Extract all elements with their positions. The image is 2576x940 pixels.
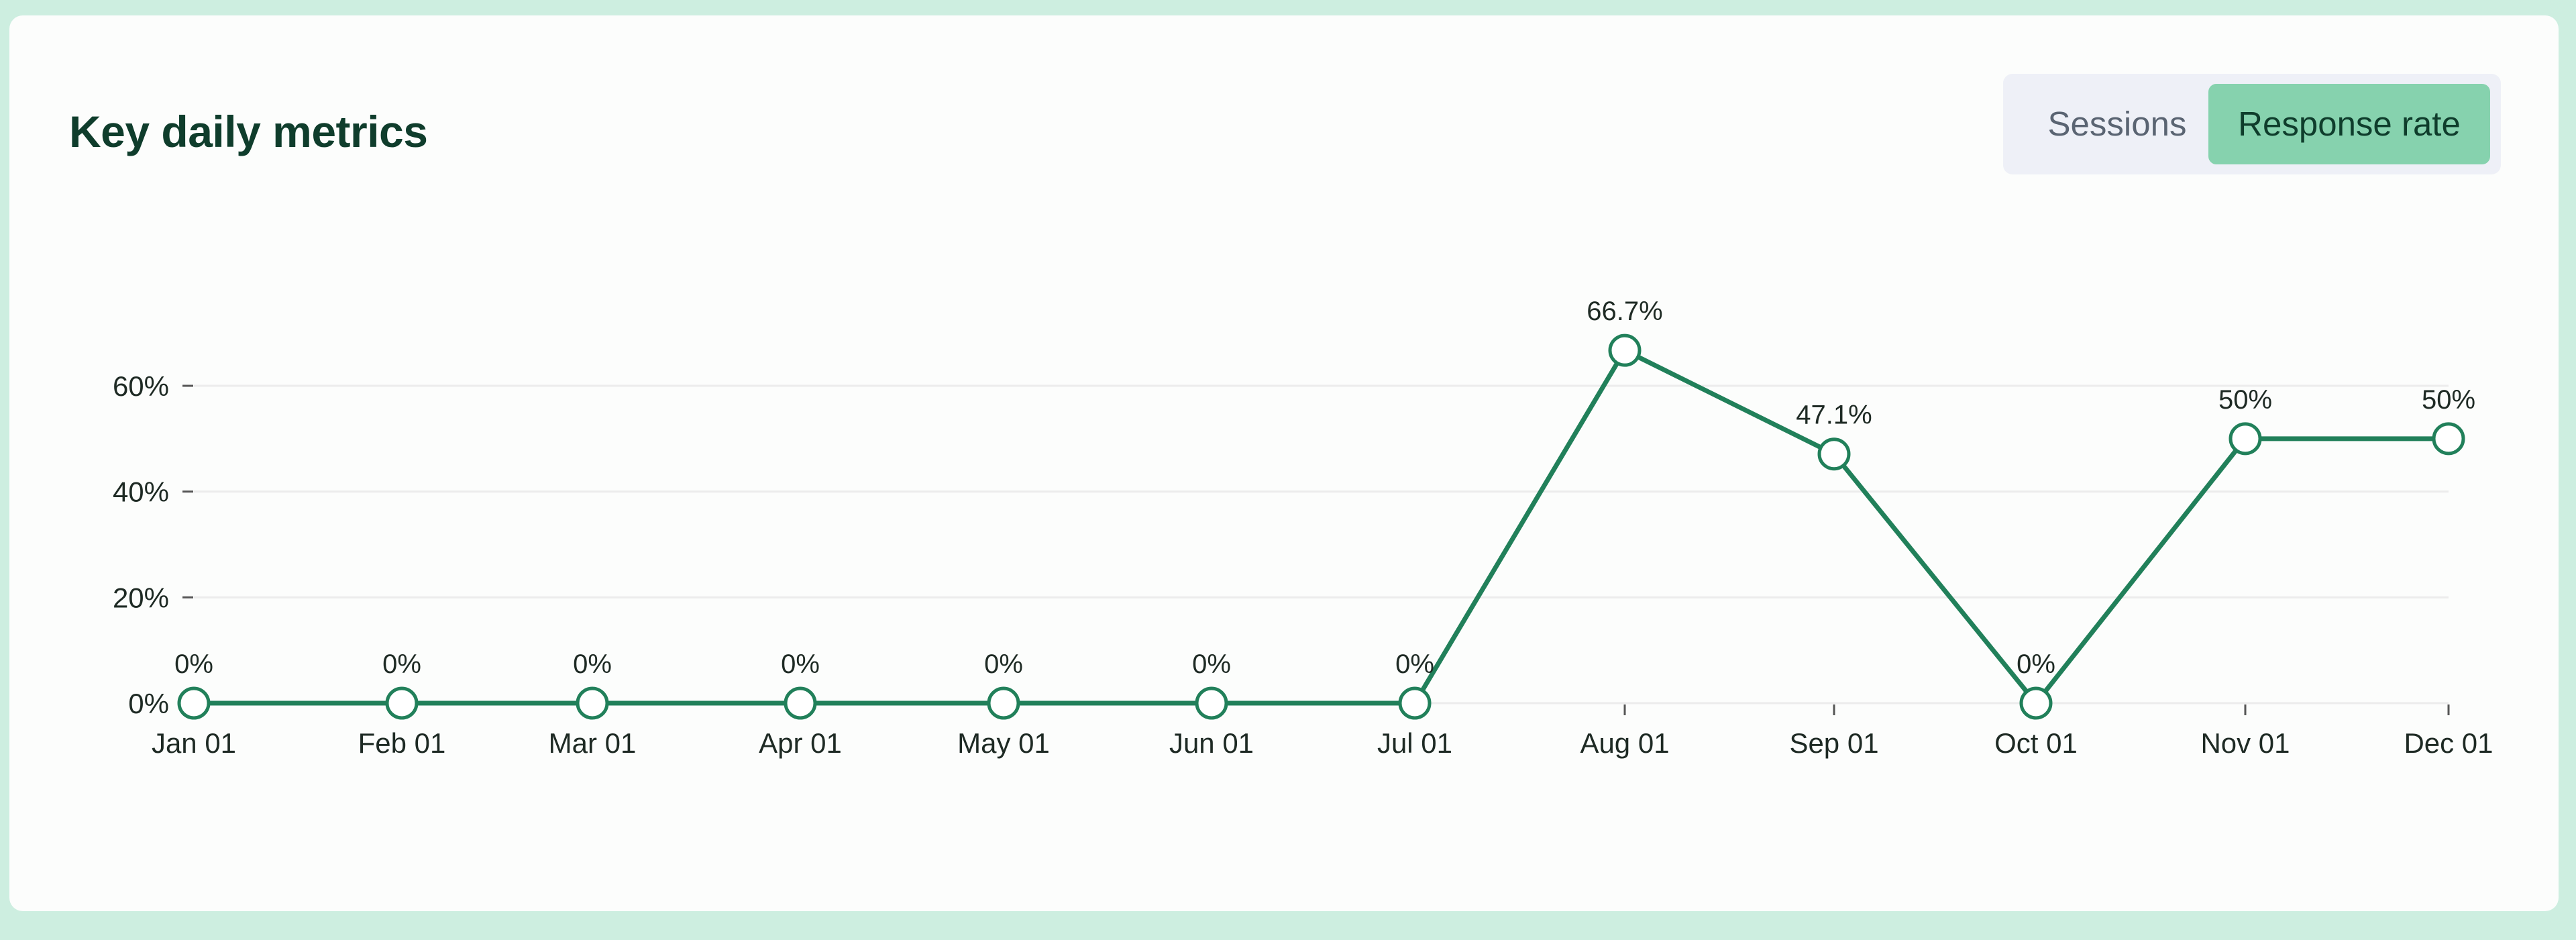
y-tick-label: 20% bbox=[113, 582, 169, 613]
data-point[interactable] bbox=[2229, 422, 2262, 456]
data-label: 50% bbox=[2218, 385, 2272, 415]
data-label: 0% bbox=[1395, 649, 1434, 679]
x-tick-label: Dec 01 bbox=[2404, 727, 2493, 759]
x-tick-label: Oct 01 bbox=[1994, 727, 2078, 759]
data-point[interactable] bbox=[784, 686, 817, 720]
response-rate-button[interactable]: Response rate bbox=[2208, 84, 2490, 164]
data-label: 0% bbox=[2017, 649, 2055, 679]
data-label: 66.7% bbox=[1587, 297, 1662, 326]
x-tick-label: Aug 01 bbox=[1580, 727, 1669, 759]
data-point[interactable] bbox=[2019, 686, 2053, 720]
data-point[interactable] bbox=[987, 686, 1020, 720]
data-label: 0% bbox=[573, 649, 612, 679]
data-label: 0% bbox=[174, 649, 213, 679]
series-line bbox=[194, 348, 2449, 706]
x-tick-label: Sep 01 bbox=[1789, 727, 1878, 759]
x-tick-label: May 01 bbox=[957, 727, 1050, 759]
metric-toggle: Sessions Response rate bbox=[2003, 74, 2501, 174]
data-point[interactable] bbox=[177, 686, 211, 720]
data-point[interactable] bbox=[1398, 686, 1432, 720]
x-tick-label: Nov 01 bbox=[2200, 727, 2290, 759]
data-label: 0% bbox=[382, 649, 421, 679]
data-point[interactable] bbox=[1195, 686, 1228, 720]
y-tick-label: 60% bbox=[113, 370, 169, 402]
data-label: 0% bbox=[1192, 649, 1231, 679]
x-tick-label: Jan 01 bbox=[152, 727, 236, 759]
y-tick-label: 40% bbox=[113, 476, 169, 508]
metrics-card: Key daily metrics Sessions Response rate bbox=[9, 15, 2559, 911]
data-point[interactable] bbox=[1608, 333, 1642, 367]
x-tick-label: Feb 01 bbox=[358, 727, 446, 759]
data-label: 50% bbox=[2422, 385, 2475, 415]
x-tick-label: Jul 01 bbox=[1377, 727, 1452, 759]
data-label: 47.1% bbox=[1796, 401, 1872, 430]
data-point[interactable] bbox=[576, 686, 609, 720]
data-label: 0% bbox=[984, 649, 1023, 679]
x-tick-label: Apr 01 bbox=[759, 727, 842, 759]
data-point[interactable] bbox=[1817, 437, 1851, 471]
x-tick-label: Jun 01 bbox=[1169, 727, 1254, 759]
data-point[interactable] bbox=[385, 686, 419, 720]
x-axis: Jan 01 Feb 01 Mar 01 Apr 01 May 01 Jun 01 Jul … bbox=[152, 704, 2493, 759]
series-response-rate: 0% 0% 0% 0% 0% 0% 0% 66.7% 47.1% 0% 50% 50% bbox=[174, 297, 2475, 720]
data-label: 0% bbox=[781, 649, 820, 679]
grid-lines bbox=[194, 384, 2449, 704]
x-tick-label: Mar 01 bbox=[549, 727, 637, 759]
y-tick-label: 0% bbox=[128, 688, 169, 719]
sessions-button[interactable]: Sessions bbox=[2017, 84, 2218, 164]
card-title: Key daily metrics bbox=[69, 107, 428, 156]
data-point[interactable] bbox=[2432, 422, 2465, 456]
